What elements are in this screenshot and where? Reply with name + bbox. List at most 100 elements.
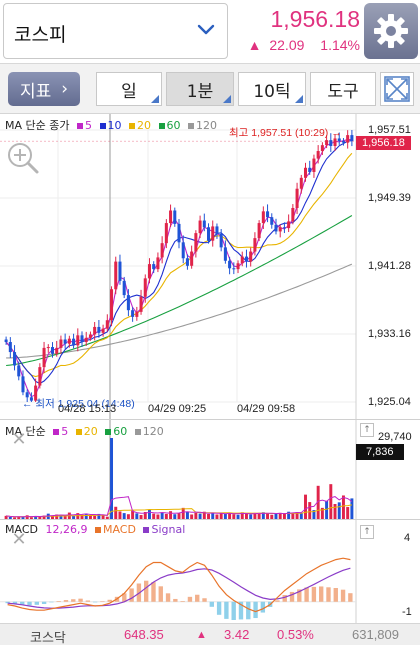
candle-body xyxy=(72,338,76,346)
indicator-label: 지표 xyxy=(20,81,52,102)
candle-body xyxy=(190,251,194,266)
candle-body xyxy=(312,158,316,172)
macd-histogram-bar xyxy=(63,600,69,602)
macd-histogram-bar xyxy=(151,582,156,602)
fullscreen-button[interactable] xyxy=(380,72,414,106)
tools-button[interactable]: 도구 xyxy=(310,72,376,106)
signal-swatch xyxy=(143,527,150,533)
macd-histogram-bar xyxy=(78,598,83,602)
macd-histogram-bar xyxy=(27,601,32,606)
price-chart-panel[interactable]: MA 단순 종가 5 10 20 60 120 최고 1,957.51 (10:… xyxy=(0,114,420,419)
candle-body xyxy=(135,311,139,317)
ma20-label: 20 xyxy=(83,425,98,438)
macd-swatch xyxy=(94,527,101,533)
candle-body xyxy=(228,260,232,269)
macd-histogram-bar xyxy=(49,601,54,603)
close-macd-icon[interactable]: ✕ xyxy=(11,529,27,550)
candle-body xyxy=(147,264,151,279)
volume-bar xyxy=(337,502,341,520)
y-tick-label: 1,957.51 xyxy=(368,124,411,136)
candle-body xyxy=(101,328,105,333)
volume-bar xyxy=(160,512,164,520)
volume-chart-panel[interactable]: MA 단순 5 20 60 120 ✕ ↑ 29,740 7,836 xyxy=(0,419,420,520)
ma20-swatch xyxy=(129,123,135,129)
x-time-label: 04/28 15:13 xyxy=(58,403,117,415)
volume-bar xyxy=(55,514,59,520)
volume-bar xyxy=(105,516,109,520)
ma20-label: 20 xyxy=(137,119,151,132)
candle-body xyxy=(13,352,17,366)
candle-body xyxy=(295,188,299,208)
signal-line xyxy=(7,567,351,609)
candle-body xyxy=(105,320,109,329)
panel-collapse-icon[interactable]: ↑ xyxy=(360,423,374,437)
volume-axis-top: 29,740 xyxy=(378,431,412,443)
kosdaq-ticker-bar[interactable]: 코스닥 648.35 ▲ 3.42 0.53% 631,809 xyxy=(0,623,420,645)
macd-line-label: MACD xyxy=(102,523,136,536)
volume-chart[interactable] xyxy=(0,420,420,520)
candle-body xyxy=(76,335,80,346)
candle-body xyxy=(320,145,324,152)
macd-histogram-bar xyxy=(311,586,317,602)
indicator-button[interactable]: 지표 › xyxy=(8,72,80,106)
candle-body xyxy=(299,177,303,189)
candle-body xyxy=(139,296,143,312)
tick-label: 10틱 xyxy=(253,81,291,102)
zoom-in-button[interactable] xyxy=(5,140,41,176)
tick-button[interactable]: 10틱 xyxy=(238,72,306,106)
candle-body xyxy=(25,392,29,398)
volume-bar xyxy=(72,515,76,520)
volume-bar xyxy=(25,515,29,520)
volume-bar xyxy=(17,516,21,520)
macd-histogram-bar xyxy=(246,601,251,620)
macd-histogram-bar xyxy=(238,601,244,620)
price-chart[interactable] xyxy=(0,114,420,419)
legend-prefix: MA 단순 xyxy=(5,425,46,438)
panel-collapse-icon[interactable]: ↑ xyxy=(360,525,374,539)
candle-body xyxy=(240,256,244,264)
volume-bar xyxy=(202,511,206,520)
volume-bar xyxy=(177,513,181,520)
candle-body xyxy=(4,339,8,343)
volume-bar xyxy=(63,516,67,520)
candle-body xyxy=(185,258,189,266)
ma60-swatch xyxy=(105,429,112,435)
ticker-percent: 0.53% xyxy=(277,627,314,642)
macd-histogram-bar xyxy=(282,595,287,602)
macd-histogram-bar xyxy=(216,601,222,615)
ma5-swatch xyxy=(77,123,83,129)
macd-chart-panel[interactable]: MACD 12,26,9 MACD Signal ✕ ↑ 4 -1 xyxy=(0,519,420,624)
candle-body xyxy=(126,295,130,311)
volume-bar xyxy=(139,515,143,520)
candle-body xyxy=(88,334,92,338)
macd-chart[interactable] xyxy=(0,520,420,624)
volume-bar xyxy=(261,512,265,520)
candle-body xyxy=(63,339,67,344)
volume-bar xyxy=(8,516,12,520)
volume-bar xyxy=(341,495,345,520)
volume-bar xyxy=(282,513,286,520)
ticker-change: 3.42 xyxy=(224,627,250,642)
dropdown-corner-icon xyxy=(223,95,231,103)
market-name: 코스피 xyxy=(14,24,67,46)
close-volume-icon[interactable]: ✕ xyxy=(11,429,27,450)
period-day-button[interactable]: 일 xyxy=(96,72,162,106)
volume-bar xyxy=(274,513,278,520)
market-select-dropdown[interactable]: 코스피 xyxy=(3,3,228,59)
macd-histogram-bar xyxy=(85,600,91,602)
ma120-swatch xyxy=(188,123,194,129)
candle-body xyxy=(55,347,59,354)
x-time-label: 04/29 09:25 xyxy=(148,403,207,415)
candle-body xyxy=(80,335,84,343)
volume-bar xyxy=(291,512,295,520)
macd-histogram-bar xyxy=(275,600,280,602)
macd-histogram-bar xyxy=(122,593,127,602)
macd-histogram-bar xyxy=(297,589,302,602)
volume-bar xyxy=(34,516,38,520)
volume-bar xyxy=(232,514,236,520)
candle-body xyxy=(232,268,236,270)
volume-bar xyxy=(93,515,97,520)
period-minute-button[interactable]: 1분 xyxy=(166,72,234,106)
ma5-label: 5 xyxy=(61,425,69,438)
settings-button[interactable] xyxy=(364,3,418,59)
